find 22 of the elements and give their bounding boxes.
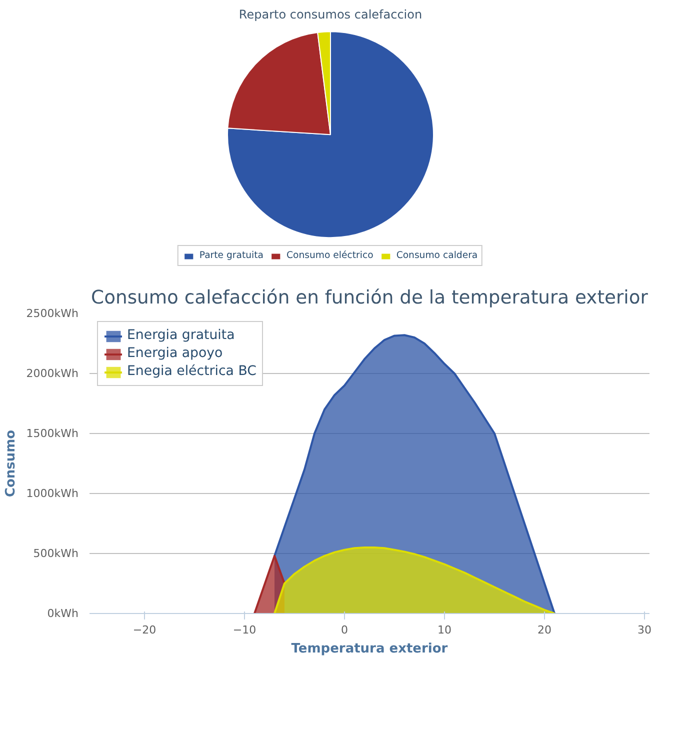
legend-label: Enegia eléctrica BC [127, 364, 256, 379]
legend-label: Parte gratuita [199, 250, 264, 261]
legend-label: Consumo caldera [396, 250, 478, 261]
x-tick-label: 20 [538, 624, 552, 636]
y-tick-label: 1000kWh [26, 487, 79, 500]
chart-title: Consumo calefacción en función de la temperatura exterior [91, 288, 648, 308]
x-tick-label: 10 [438, 624, 452, 636]
y-tick-label: 1500kWh [26, 427, 79, 440]
legend-label: Consumo eléctrico [286, 250, 374, 261]
x-tick-label: −10 [232, 624, 256, 636]
y-tick-label: 2000kWh [26, 367, 79, 380]
x-tick-label: −20 [132, 624, 156, 636]
y-tick-label: 0kWh [47, 607, 79, 620]
x-tick-label: 30 [638, 624, 652, 636]
y-tick-label: 2500kWh [26, 307, 79, 320]
x-tick-label: 0 [341, 624, 348, 636]
legend-label: Energia apoyo [127, 346, 223, 361]
chart-title: Reparto consumos calefaccion [238, 8, 422, 22]
y-tick-label: 500kWh [33, 547, 79, 560]
y-axis-title: Consumo [3, 430, 18, 498]
x-axis-title: Temperatura exterior [291, 642, 448, 656]
legend-label: Energia gratuita [127, 328, 235, 343]
